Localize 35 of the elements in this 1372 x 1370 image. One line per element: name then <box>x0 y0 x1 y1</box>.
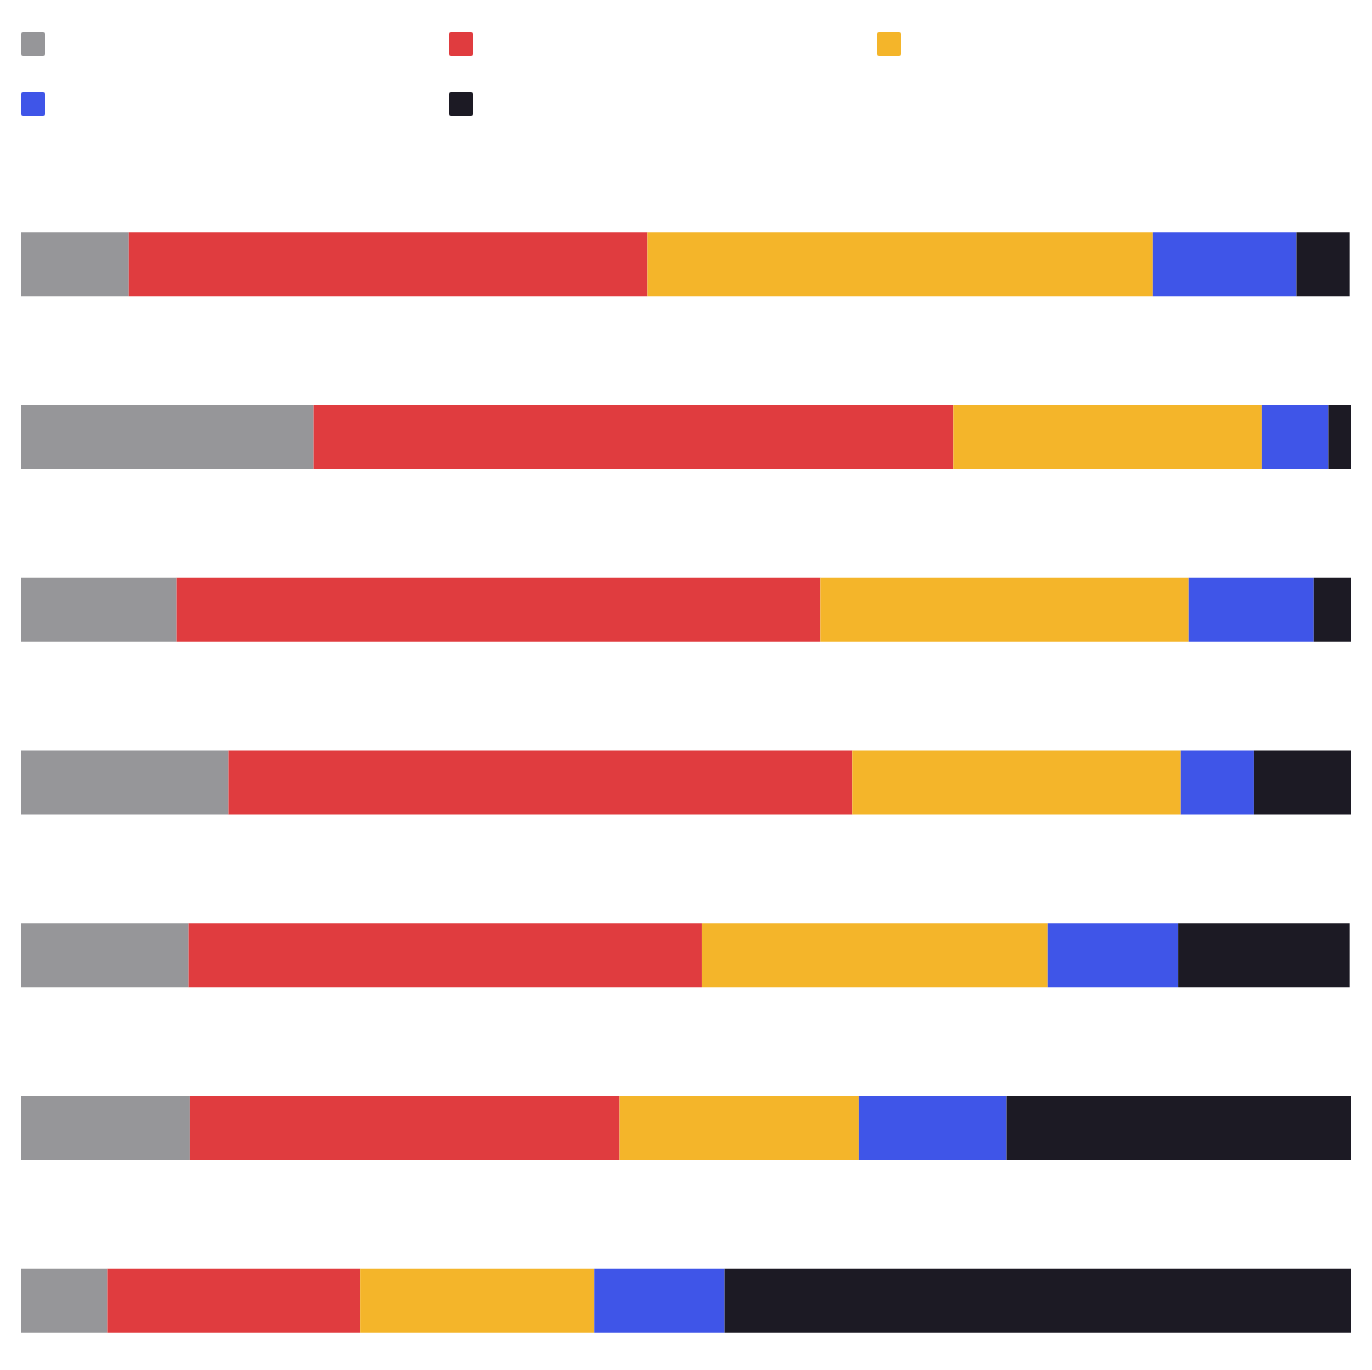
bar <box>21 577 177 642</box>
bar <box>1188 577 1314 642</box>
bar <box>360 1268 595 1333</box>
bar <box>228 750 853 815</box>
bar <box>1152 232 1297 297</box>
bar <box>1047 923 1179 988</box>
bar <box>21 405 314 469</box>
bar <box>1313 577 1351 642</box>
bar <box>1261 405 1329 469</box>
bar <box>21 1268 108 1333</box>
bar <box>1178 923 1350 988</box>
bar <box>647 232 1153 297</box>
bar <box>21 232 129 297</box>
bar <box>820 577 1189 642</box>
bar <box>128 232 648 297</box>
bar <box>176 577 821 642</box>
bar <box>953 405 1262 469</box>
bar <box>852 750 1181 815</box>
bar <box>21 750 229 815</box>
bar <box>701 923 1048 988</box>
bar <box>107 1268 361 1333</box>
bar <box>1253 750 1351 815</box>
bar <box>21 923 189 988</box>
bar <box>189 1096 620 1160</box>
bar <box>724 1268 1351 1333</box>
bar <box>1296 232 1350 297</box>
bar <box>594 1268 725 1333</box>
bar <box>1328 405 1351 469</box>
bar <box>21 1096 190 1160</box>
bar <box>313 405 954 469</box>
bar <box>619 1096 859 1160</box>
bar <box>858 1096 1007 1160</box>
bar <box>1006 1096 1351 1160</box>
bar <box>1180 750 1254 815</box>
bar <box>188 923 702 988</box>
